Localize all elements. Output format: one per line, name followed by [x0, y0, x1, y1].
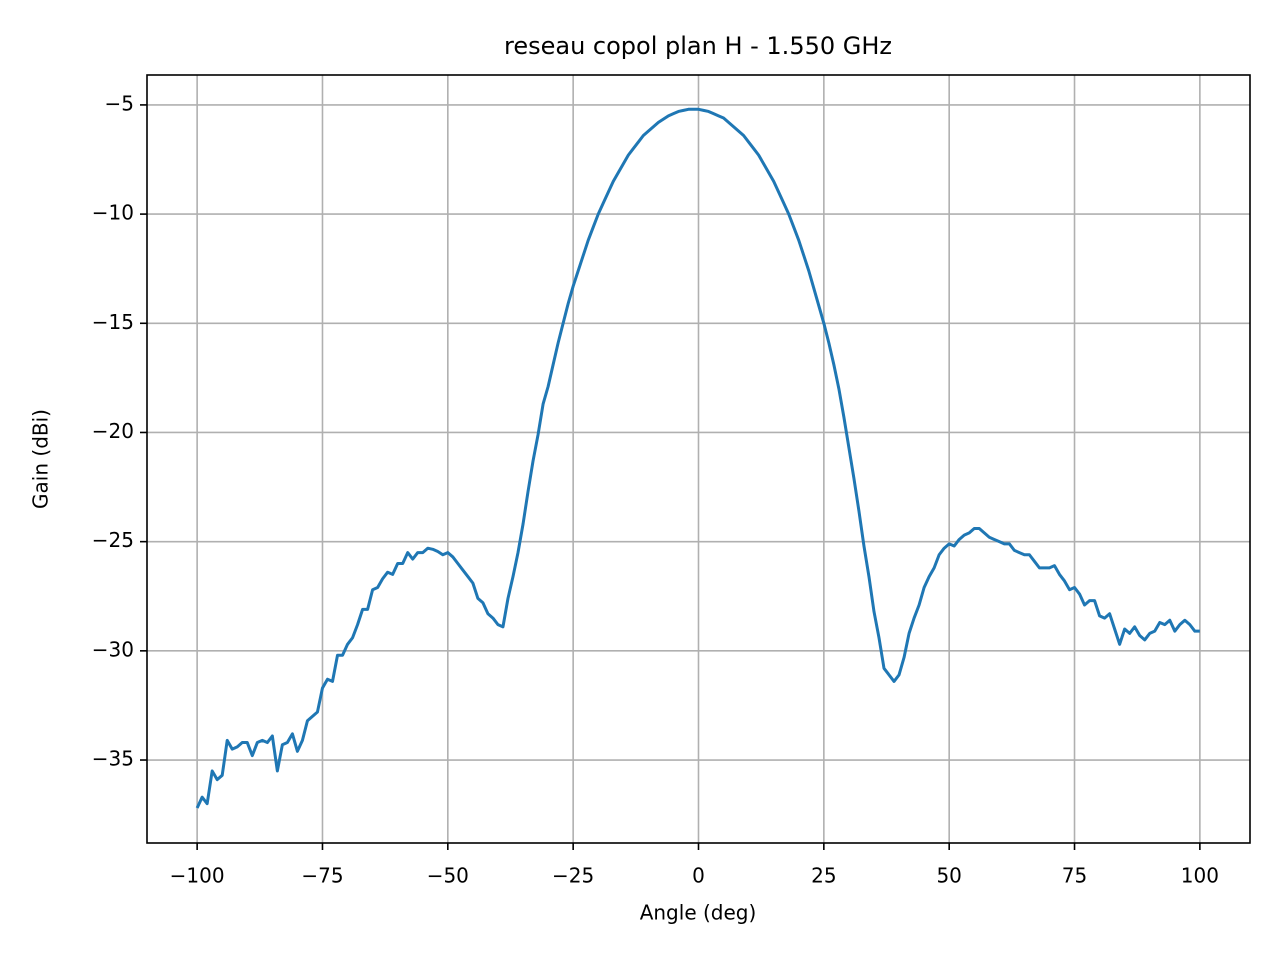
chart-title: reseau copol plan H - 1.550 GHz	[504, 32, 892, 60]
data-line	[195, 107, 1200, 809]
y-tick-label: −10	[92, 201, 134, 225]
y-tick-label: −5	[105, 91, 134, 115]
y-tick-label: −35	[92, 747, 134, 771]
x-axis-label: Angle (deg)	[640, 901, 757, 925]
y-tick-label: −30	[92, 637, 134, 661]
y-tick-label: −20	[92, 419, 134, 443]
x-tick-label: −100	[170, 864, 225, 888]
x-tick-label: 50	[936, 864, 961, 888]
y-tick-label: −25	[92, 528, 134, 552]
x-tick-label: −50	[427, 864, 469, 888]
x-tick-label: −75	[301, 864, 343, 888]
x-tick-label: 25	[811, 864, 836, 888]
x-tick-label: 100	[1181, 864, 1219, 888]
x-tick-label: 75	[1062, 864, 1087, 888]
y-tick-label: −15	[92, 310, 134, 334]
plot-frame	[146, 74, 1251, 844]
x-tick-label: 0	[692, 864, 705, 888]
x-tick-label: −25	[552, 864, 594, 888]
y-axis-label: Gain (dBi)	[29, 409, 53, 509]
